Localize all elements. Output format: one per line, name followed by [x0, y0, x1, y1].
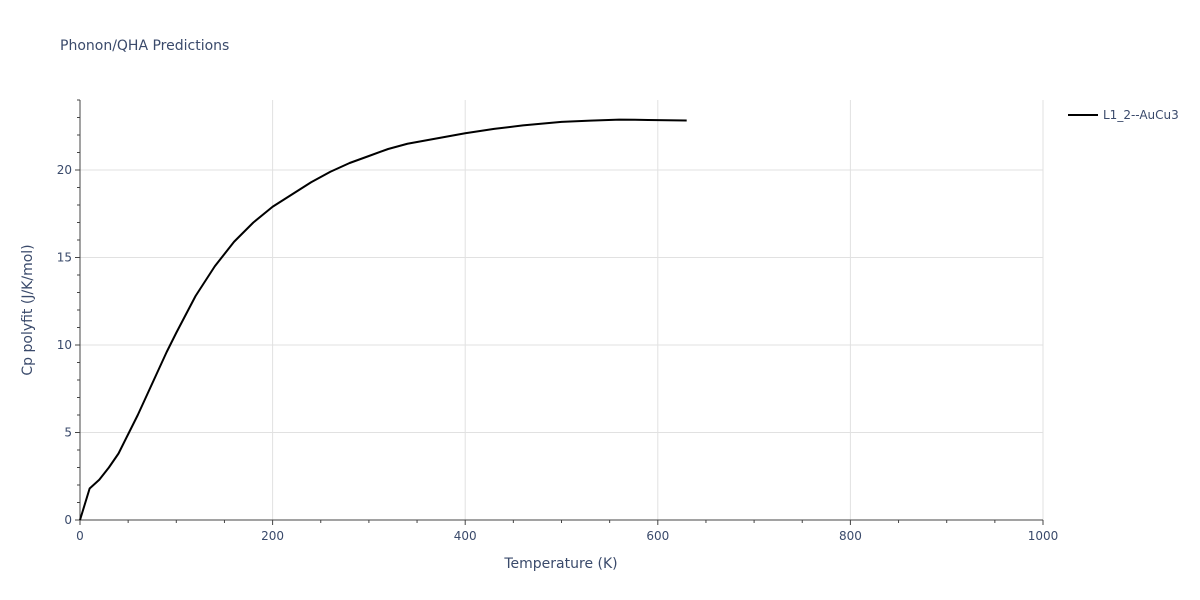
chart-title: Phonon/QHA Predictions — [60, 38, 229, 54]
series-line — [79, 118, 687, 521]
grid-layer — [80, 100, 1044, 520]
axes-layer: 0 200 400 600 800 1000 0 5 10 15 20 — [57, 99, 1059, 543]
x-tick-label: 400 — [454, 529, 477, 543]
x-tick-label: 0 — [76, 529, 84, 543]
y-tick-label: 15 — [57, 251, 72, 265]
x-tick-label: 200 — [261, 529, 284, 543]
legend[interactable]: L1_2--AuCu3 — [1068, 108, 1179, 122]
y-axis-title: Cp polyfit (J/K/mol) — [20, 244, 36, 375]
x-axis-title: Temperature (K) — [503, 556, 617, 572]
legend-label: L1_2--AuCu3 — [1103, 108, 1179, 122]
x-tick-label: 1000 — [1028, 529, 1059, 543]
x-tick-label: 800 — [839, 529, 862, 543]
y-tick-label: 0 — [64, 513, 72, 527]
y-tick-label: 5 — [64, 426, 72, 440]
series-layer — [79, 118, 687, 521]
x-tick-label: 600 — [646, 529, 669, 543]
y-tick-label: 20 — [57, 163, 72, 177]
y-tick-label: 10 — [57, 338, 72, 352]
